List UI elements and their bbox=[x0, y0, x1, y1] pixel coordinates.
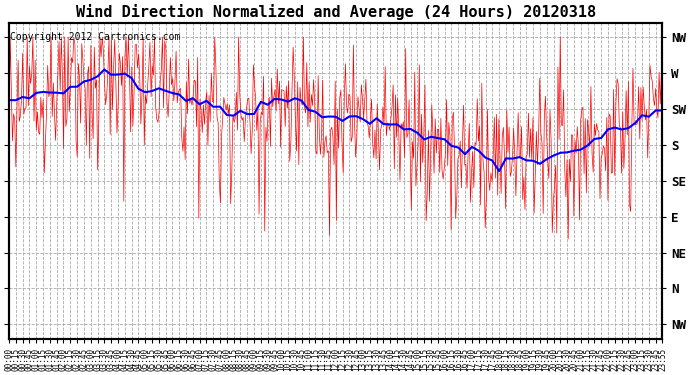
Text: Copyright 2012 Cartronics.com: Copyright 2012 Cartronics.com bbox=[10, 32, 181, 42]
Title: Wind Direction Normalized and Average (24 Hours) 20120318: Wind Direction Normalized and Average (2… bbox=[76, 4, 596, 20]
